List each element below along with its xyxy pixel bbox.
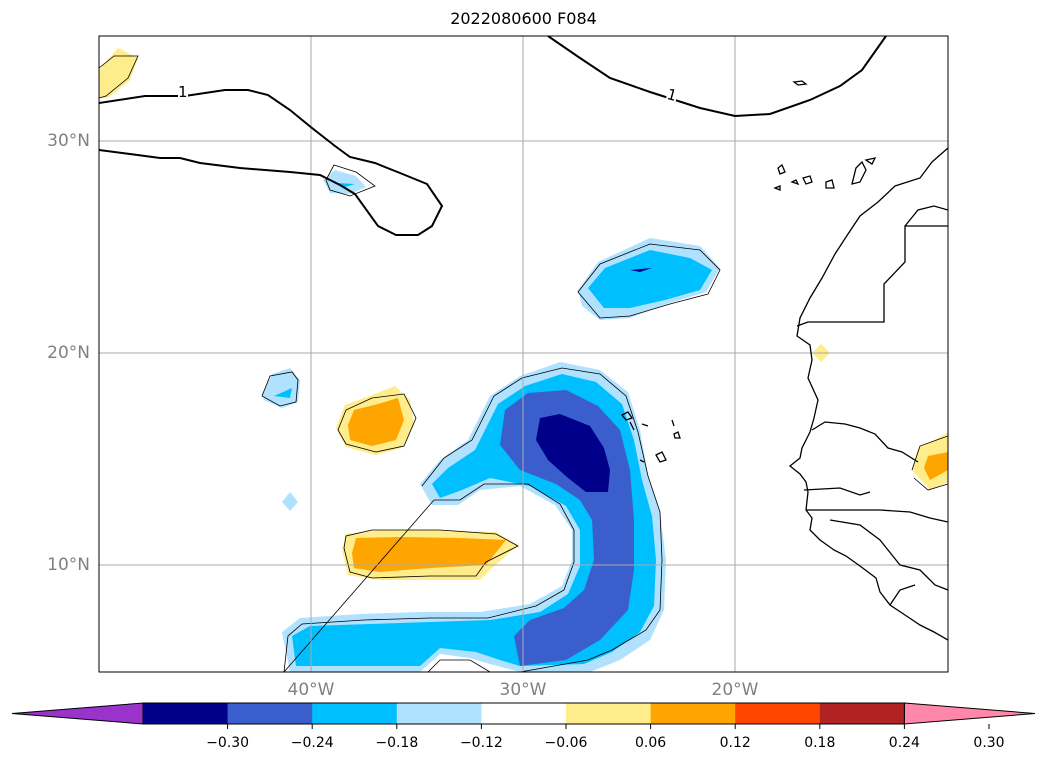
colorbar-extend-low: [11, 702, 144, 725]
lon-label-30w: 30°W: [499, 680, 547, 700]
colorbar: [11, 702, 1036, 729]
africa-coast: [788, 147, 948, 641]
contour-line-nw: [99, 89, 444, 236]
negative-core-small-north: [336, 183, 355, 187]
colorbar-segment: [143, 703, 229, 724]
colorbar-segment: [227, 703, 313, 724]
negative-peak-northeast: [630, 268, 652, 272]
colorbar-tick-label: −0.18: [375, 735, 419, 751]
colorbar-frame: [142, 702, 905, 725]
colorbar-tick-label: 0.24: [888, 735, 920, 751]
colorbar-segment: [481, 703, 567, 724]
contour-line-ne: [547, 36, 887, 118]
contour-thin-central: [337, 393, 417, 453]
guinea-border: [829, 519, 948, 606]
colorbar-tick-label: −0.06: [544, 735, 588, 751]
western-sahara-border: [796, 225, 948, 327]
lon-label-40w: 40°W: [287, 680, 335, 700]
negative-anomaly-tiny: [282, 492, 298, 511]
negative-anomaly-west: [262, 368, 300, 408]
lon-label-20w: 20°W: [711, 680, 759, 700]
senegal-border: [803, 487, 948, 523]
morocco-border: [904, 205, 948, 227]
anomaly-fields: [99, 36, 948, 672]
madeira: [792, 80, 808, 86]
positive-core-east: [924, 452, 948, 480]
lat-label-20n: 20°N: [47, 343, 90, 363]
colorbar-extend-high: [903, 702, 1036, 725]
colorbar-tick-label: −0.12: [459, 735, 503, 751]
mauritania-border: [811, 421, 919, 463]
lat-label-10n: 10°N: [47, 555, 90, 575]
cape-verde-islands: [620, 411, 681, 463]
contour-thin-hook-south: [427, 659, 491, 672]
contour-thin-nw: [99, 55, 139, 99]
positive-core-south: [352, 537, 506, 572]
contour-thin-east: [911, 435, 948, 491]
colorbar-segment: [735, 703, 821, 724]
colorbar-tick-label: 0.30: [973, 735, 1005, 751]
canary-islands: [773, 157, 877, 191]
gridlines: [99, 36, 948, 672]
colorbar-tick-label: 0.12: [719, 735, 751, 751]
colorbar-segment: [396, 703, 482, 724]
colorbar-tick-label: −0.30: [206, 735, 250, 751]
contour-thin-hook: [283, 367, 663, 672]
contour-thin-west: [261, 371, 299, 407]
map-title: 2022080600 F084: [450, 9, 597, 28]
contour-thin-small-north: [325, 164, 376, 197]
colorbar-tick-label: 0.06: [635, 735, 667, 751]
negative-anomaly-small-north: [323, 170, 366, 194]
colorbar-tick-label: 0.18: [804, 735, 836, 751]
negative-core-west: [274, 388, 292, 398]
contour-thin-south: [343, 529, 519, 579]
positive-anomaly-nw: [99, 48, 138, 98]
colorbar-segment: [650, 703, 736, 724]
colorbar-segment: [566, 703, 652, 724]
negative-anomaly-hook-peak: [536, 414, 610, 492]
contour-thin-northeast: [577, 243, 721, 319]
contour-label-nw: 1: [178, 83, 188, 101]
colorbar-segment: [312, 703, 398, 724]
map-frame: [98, 35, 949, 673]
colorbar-segment: [819, 703, 905, 724]
positive-core-central: [348, 398, 404, 446]
colorbar-tick-label: −0.24: [290, 735, 334, 751]
negative-core-northeast: [588, 250, 712, 308]
lat-label-30n: 30°N: [47, 131, 90, 151]
coastlines: [620, 80, 948, 641]
